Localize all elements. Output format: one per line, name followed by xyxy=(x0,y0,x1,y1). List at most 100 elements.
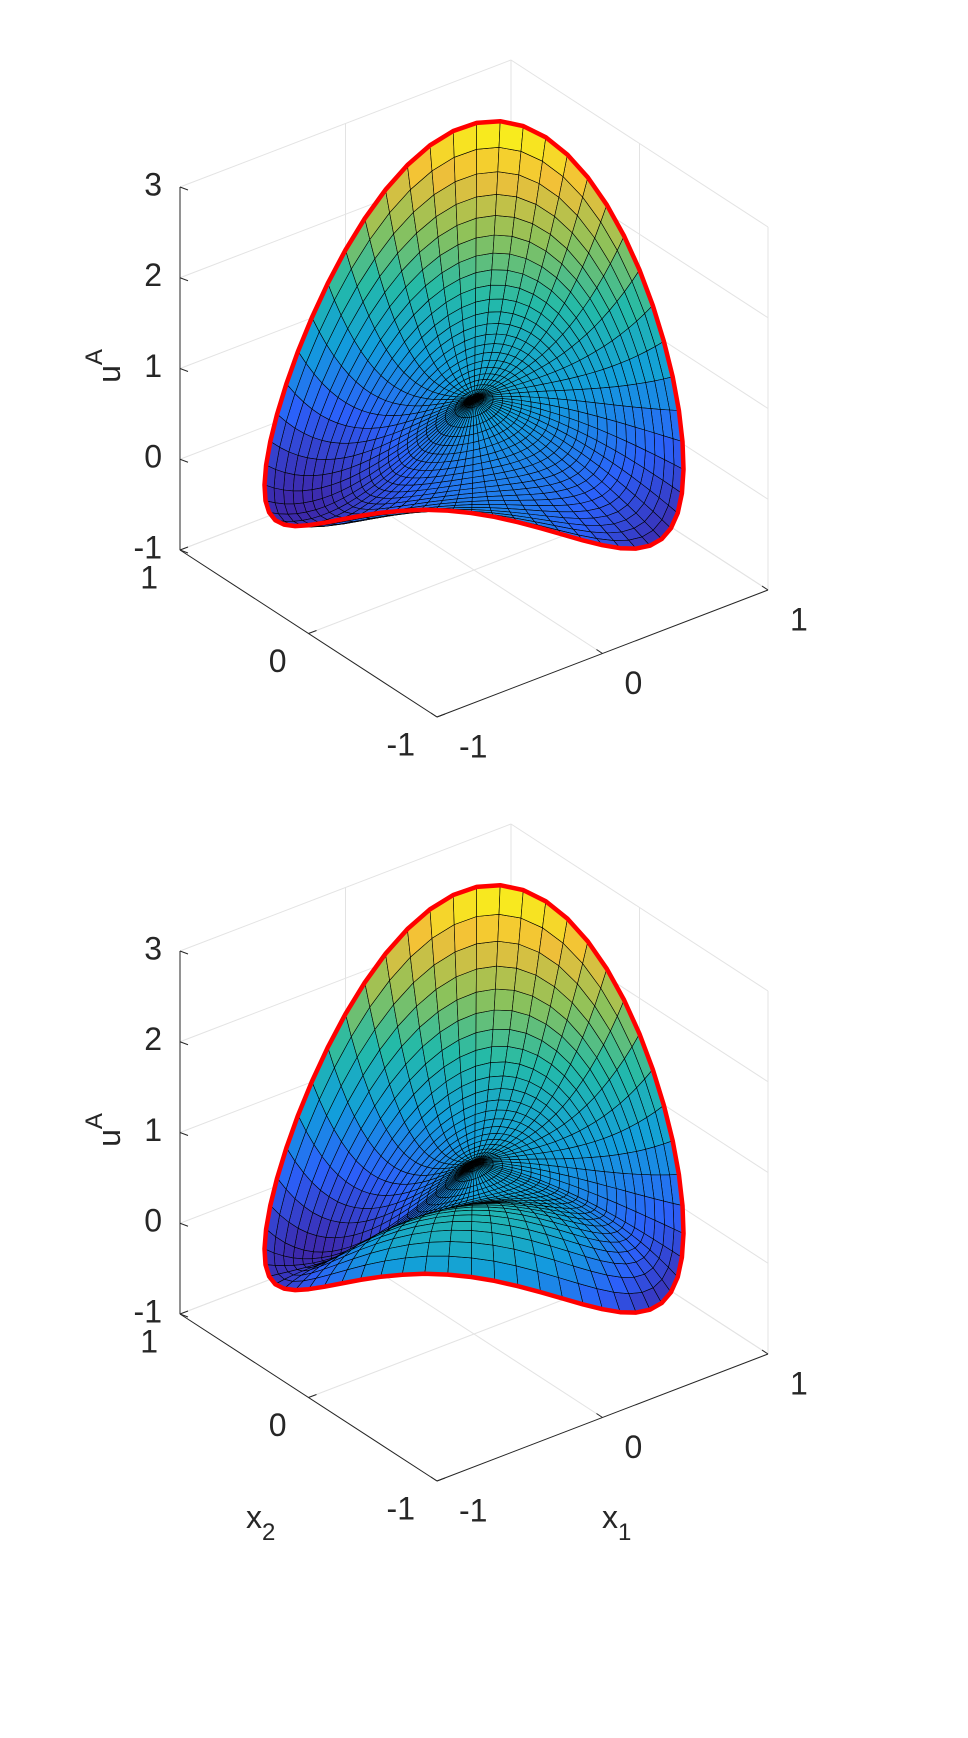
tick xyxy=(308,1394,317,1398)
x-tick-label: 1 xyxy=(790,601,808,637)
surface-patch xyxy=(467,433,474,444)
surface-patch xyxy=(489,284,506,300)
surface-patch xyxy=(292,474,305,492)
tick xyxy=(179,546,189,551)
surface-patch xyxy=(273,469,286,491)
tick xyxy=(179,1132,189,1136)
surface-patch xyxy=(471,1204,489,1208)
tick xyxy=(179,1041,189,1046)
tick xyxy=(430,1476,438,1482)
z-tick-label: 1 xyxy=(144,1112,162,1148)
surface-patch xyxy=(475,194,497,219)
z-tick-label: 3 xyxy=(144,930,162,966)
z-tick-label: 1 xyxy=(144,348,162,384)
y-tick-label: 1 xyxy=(140,559,158,595)
boundary-curve xyxy=(262,882,686,1315)
x-label-text: x xyxy=(602,1499,618,1535)
surface-patch xyxy=(493,215,515,237)
tick xyxy=(179,1222,189,1227)
surface-patch xyxy=(449,1229,472,1243)
surface-patch xyxy=(283,489,295,505)
surface-patch xyxy=(302,1249,314,1260)
surface-patch xyxy=(451,1221,473,1231)
z-label: uA xyxy=(81,1113,127,1147)
tick xyxy=(596,1413,603,1418)
y-tick-label: -1 xyxy=(387,726,415,762)
surface-patch xyxy=(302,489,314,504)
surface-patch xyxy=(501,494,520,501)
x-label: x1 xyxy=(602,1499,631,1546)
surface-patch xyxy=(475,215,496,239)
z-tick-label: 0 xyxy=(144,1203,162,1239)
boundary-curve xyxy=(262,118,686,551)
surface-patch xyxy=(496,171,520,198)
surface-patch xyxy=(497,147,522,176)
surface-patch xyxy=(476,147,500,175)
surface-patch xyxy=(475,965,497,993)
surface-patch xyxy=(475,1009,495,1033)
surface-patch xyxy=(497,914,522,945)
surface-patch xyxy=(426,1241,451,1257)
surface-patch xyxy=(475,234,495,257)
surface-patch xyxy=(493,988,515,1011)
y-tick-label: -1 xyxy=(387,1490,415,1526)
tick xyxy=(436,1477,446,1482)
surface-patch xyxy=(490,1046,508,1063)
y-tick-label: 0 xyxy=(269,643,287,679)
surface-patch xyxy=(476,884,501,917)
y-tick-label: 0 xyxy=(269,1407,287,1443)
tick xyxy=(179,1313,189,1318)
surface-patch xyxy=(509,392,521,397)
z-label-sup: A xyxy=(81,349,108,365)
surface-patch xyxy=(492,234,513,255)
tick xyxy=(308,630,317,634)
surface-patch xyxy=(431,1221,453,1232)
surface xyxy=(264,120,684,549)
surface-patch xyxy=(476,914,500,945)
x-label-sub: 1 xyxy=(618,1519,631,1546)
z-label-text: u xyxy=(91,365,127,383)
surface-patch xyxy=(495,194,517,218)
surface-patch xyxy=(311,474,324,490)
surface-patch xyxy=(452,1214,473,1222)
y-label: x2 xyxy=(246,1499,275,1546)
surface-patch xyxy=(448,1241,472,1259)
surface-patch xyxy=(495,965,517,991)
tick xyxy=(179,458,189,463)
surface-patch xyxy=(302,475,314,492)
surface-patch xyxy=(471,500,490,505)
tick xyxy=(179,549,189,554)
z-tick-label: -1 xyxy=(134,1293,162,1329)
x-tick-label: 0 xyxy=(625,665,643,701)
x-tick-label: 1 xyxy=(790,1365,808,1401)
surface-patch xyxy=(496,940,520,969)
surface-patch xyxy=(476,940,499,970)
z-tick-label: -1 xyxy=(134,529,162,565)
surface xyxy=(264,884,684,1313)
x-tick-label: -1 xyxy=(459,728,487,764)
surface-patch xyxy=(487,500,507,505)
surface-patch xyxy=(500,393,512,397)
y-label-sub: 2 xyxy=(262,1519,275,1546)
z-label: uA xyxy=(81,349,127,383)
x-tick-label: 0 xyxy=(625,1429,643,1465)
tick xyxy=(179,1310,189,1315)
tick xyxy=(761,1349,769,1355)
surface-patch xyxy=(292,490,304,505)
tick xyxy=(436,713,446,718)
y-tick-label: 1 xyxy=(140,1323,158,1359)
surface-patch xyxy=(476,120,501,150)
surface-patch xyxy=(491,252,511,271)
x-tick-label: -1 xyxy=(459,1492,487,1528)
tick xyxy=(761,585,769,591)
tick xyxy=(596,649,603,654)
z-tick-label: 0 xyxy=(144,439,162,475)
surface-patch xyxy=(283,472,295,492)
surface-patch xyxy=(405,1242,430,1259)
surface-patch xyxy=(499,489,517,497)
z-tick-label: 3 xyxy=(144,166,162,202)
surface-patch xyxy=(428,1229,452,1243)
surface-patch xyxy=(490,269,508,286)
